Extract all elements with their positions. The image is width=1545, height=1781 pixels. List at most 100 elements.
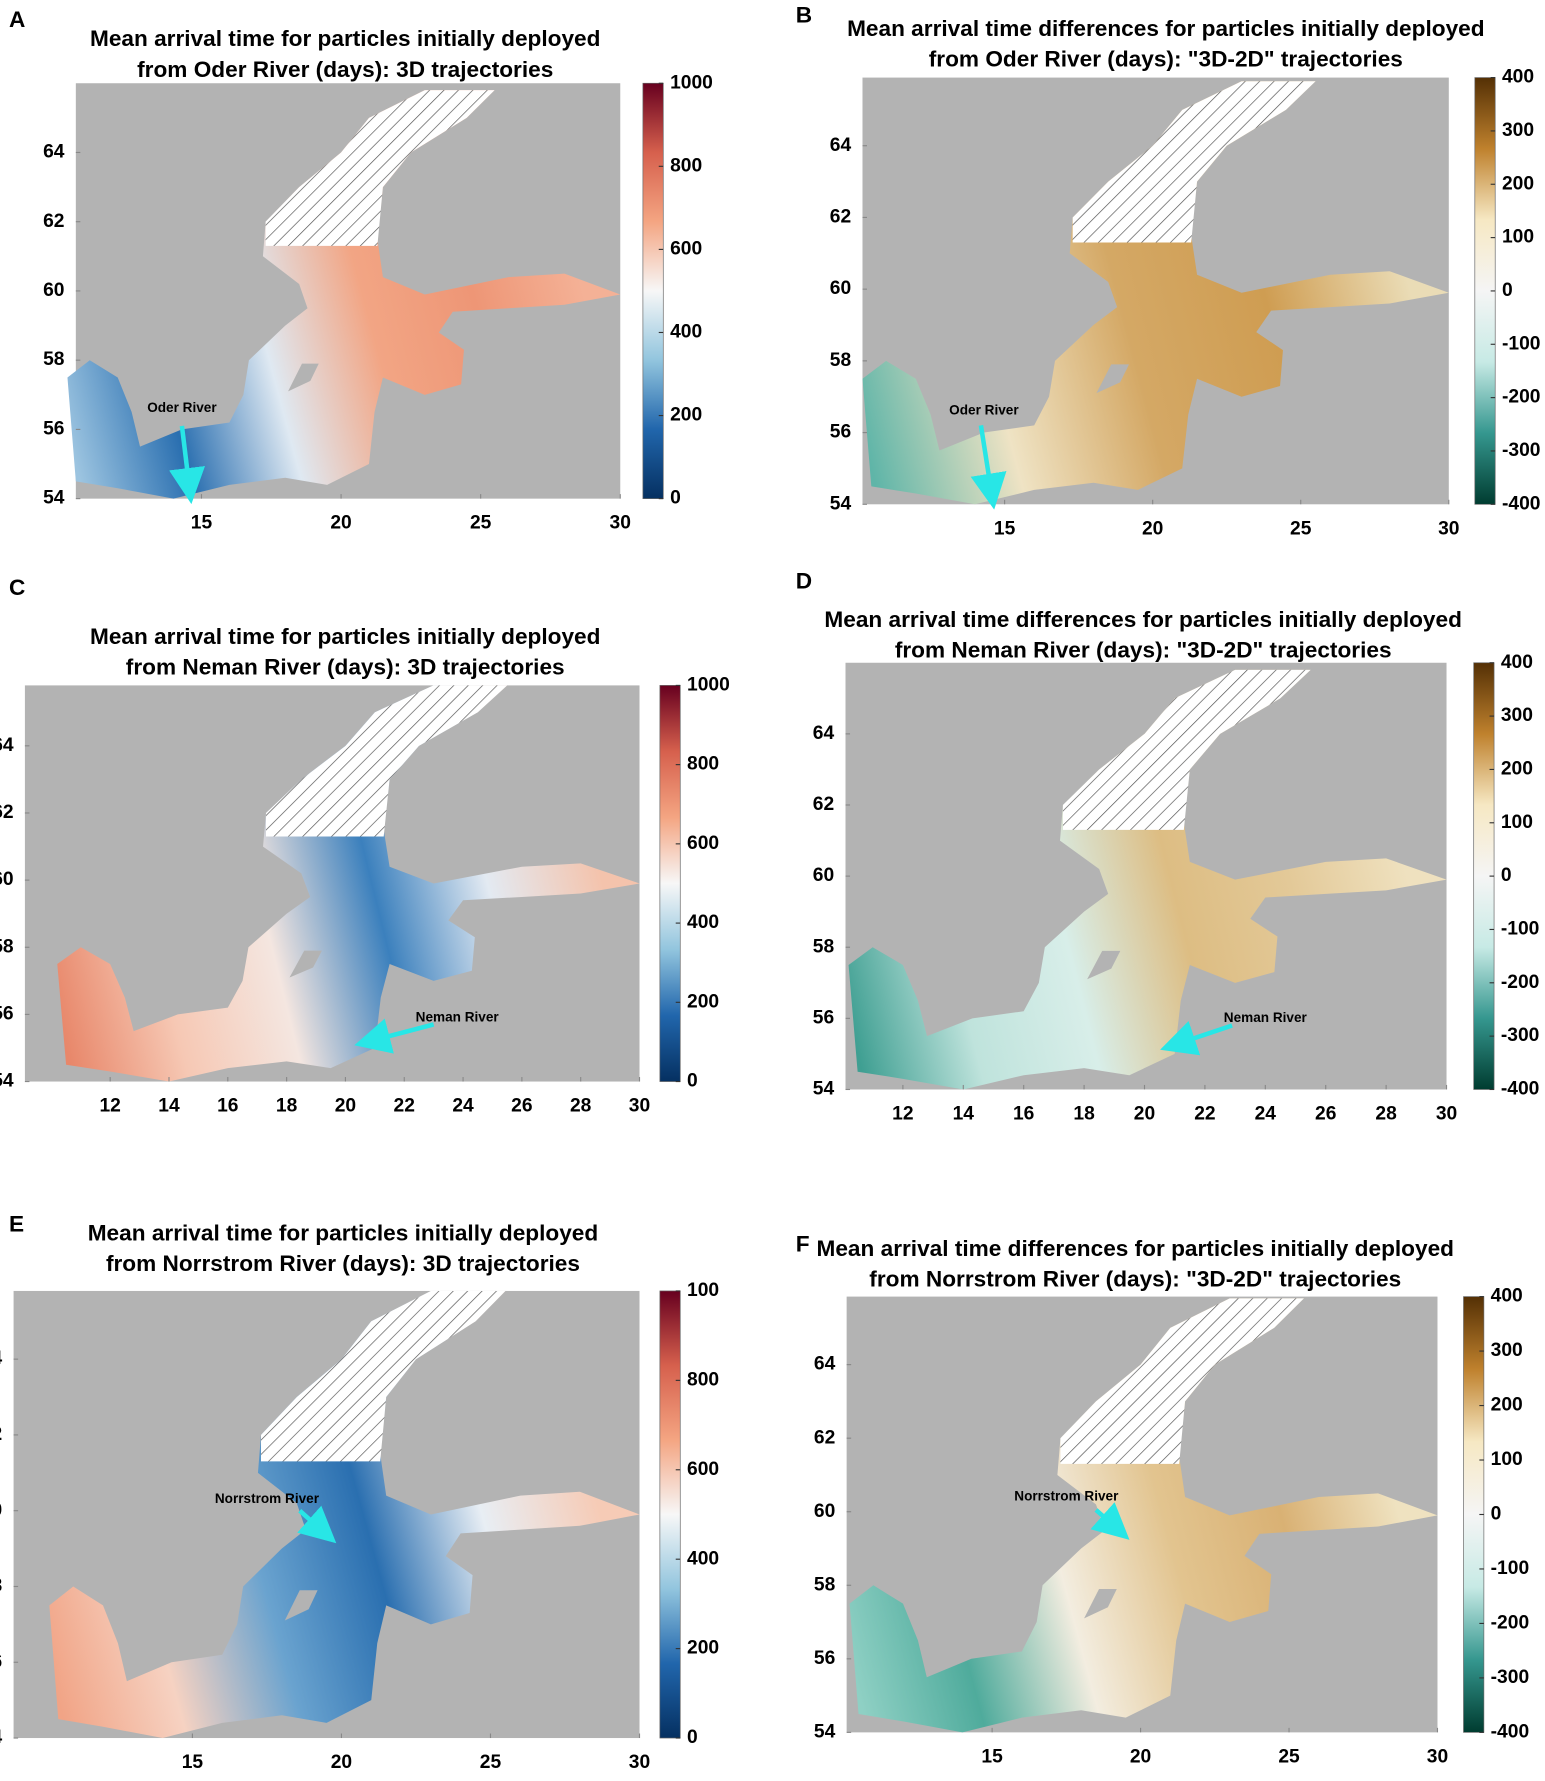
island: [1087, 950, 1121, 980]
colorbar-tick-label: 800: [687, 754, 719, 775]
colorbar-tick-label: 400: [687, 912, 719, 933]
colorbar-tick-label: -400: [1501, 1079, 1539, 1100]
y-tick-label: 58: [43, 349, 65, 370]
y-tick-label: 56: [0, 1651, 2, 1672]
colorbar-tick-label: 0: [670, 488, 681, 509]
colorbar-tick-label: -200: [1501, 972, 1539, 993]
sea-region: [57, 685, 640, 1082]
x-tick-label: 25: [480, 1752, 502, 1773]
colorbar-tick-label: 400: [670, 322, 702, 343]
x-tick-label: 24: [1255, 1103, 1277, 1124]
x-tick-label: 30: [629, 1752, 650, 1773]
x-tick-label: 26: [1315, 1103, 1336, 1124]
colorbar: [642, 82, 664, 499]
colorbar-tick-label: 1000: [687, 674, 730, 695]
colorbar-tick-label: 200: [687, 991, 719, 1012]
y-tick-label: 56: [0, 1003, 14, 1024]
panel-letter: E: [9, 1211, 24, 1236]
y-tick-label: 64: [0, 1348, 3, 1369]
colorbar-tick-label: 600: [687, 833, 719, 854]
annotation: Norrstrom River: [1014, 1489, 1119, 1504]
hatched-area: [1060, 1298, 1304, 1464]
island: [284, 1590, 318, 1621]
colorbar-tick-label: 0: [1491, 1504, 1502, 1525]
y-tick-label: 64: [43, 142, 65, 163]
x-tick-label: 20: [1130, 1746, 1151, 1767]
colorbar-tick-label: 1000: [670, 72, 713, 93]
x-tick-label: 30: [629, 1096, 650, 1117]
y-tick-label: 64: [814, 1354, 836, 1375]
y-tick-label: 60: [43, 280, 64, 301]
chart-title: Mean arrival time for particles initiall…: [90, 26, 601, 51]
y-tick-label: 56: [813, 1007, 834, 1028]
hatched-area: [1072, 81, 1316, 243]
x-tick-label: 26: [511, 1096, 532, 1117]
colorbar-tick-label: -300: [1501, 1025, 1539, 1046]
y-tick-label: 54: [830, 493, 852, 514]
panel-letter: D: [796, 568, 812, 593]
chart-title: from Oder River (days): 3D trajectories: [137, 57, 553, 82]
x-tick-label: 18: [1073, 1103, 1095, 1124]
sea-region: [848, 669, 1447, 1090]
y-tick-label: 58: [814, 1574, 836, 1595]
chart-title: from Neman River (days): 3D trajectories: [126, 654, 565, 679]
colorbar-tick-label: 400: [1502, 67, 1534, 88]
colorbar-tick-label: 300: [1491, 1340, 1523, 1361]
colorbar-tick-label: 200: [1491, 1395, 1523, 1416]
colorbar-tick-label: 0: [687, 1727, 698, 1748]
colorbar-tick-label: 300: [1501, 705, 1533, 726]
sea-region: [849, 1298, 1438, 1733]
annotation-arrow: [297, 1505, 337, 1544]
annotation-arrow: [970, 425, 1007, 510]
y-tick-label: 58: [830, 350, 852, 371]
x-tick-label: 15: [191, 513, 213, 534]
annotation: Neman River: [416, 1009, 500, 1024]
sea-region: [67, 90, 621, 499]
x-tick-label: 20: [331, 1752, 352, 1773]
chart-title: from Oder River (days): "3D-2D" trajecto…: [929, 47, 1403, 72]
hatched-area: [1062, 669, 1311, 830]
chart-title: from Norrstrom River (days): 3D trajecto…: [106, 1251, 580, 1276]
island: [1084, 1588, 1117, 1619]
x-tick-label: 25: [1290, 518, 1312, 539]
colorbar-tick-label: -100: [1491, 1558, 1530, 1579]
colorbar-tick-label: 600: [670, 238, 702, 259]
y-tick-label: 58: [0, 1576, 3, 1597]
y-tick-label: 62: [813, 794, 834, 815]
panel-letter: B: [796, 2, 812, 27]
x-tick-label: 20: [335, 1096, 356, 1117]
colorbar-tick-label: 200: [1501, 759, 1533, 780]
y-tick-label: 62: [830, 207, 851, 228]
colorbar-tick-label: 600: [687, 1459, 719, 1480]
x-tick-label: 25: [470, 513, 492, 534]
y-tick-label: 56: [830, 422, 851, 443]
x-tick-label: 14: [158, 1096, 180, 1117]
x-tick-label: 18: [276, 1096, 298, 1117]
colorbar-tick-label: -400: [1491, 1721, 1530, 1742]
x-tick-label: 30: [610, 513, 631, 534]
chart-title: Mean arrival time for particles initiall…: [88, 1220, 599, 1245]
chart-title: from Norrstrom River (days): "3D-2D" tra…: [869, 1267, 1401, 1292]
x-tick-label: 15: [981, 1746, 1003, 1767]
y-tick-label: 58: [0, 936, 14, 957]
y-tick-label: 62: [814, 1427, 835, 1448]
colorbar-tick-label: 300: [1502, 120, 1534, 141]
colorbar-tick-label: -300: [1491, 1667, 1530, 1688]
annotation: Norrstrom River: [215, 1491, 320, 1506]
colorbar-tick-label: 100: [1501, 812, 1533, 833]
x-tick-label: 22: [1194, 1103, 1215, 1124]
colorbar-tick-label: -200: [1491, 1613, 1530, 1634]
colorbar-tick-label: 400: [687, 1548, 719, 1569]
island: [288, 363, 319, 392]
x-tick-label: 22: [394, 1096, 415, 1117]
colorbar-tick-label: -200: [1502, 387, 1541, 408]
x-tick-label: 30: [1427, 1746, 1448, 1767]
island: [289, 950, 322, 978]
panel-letter: F: [796, 1232, 810, 1257]
x-tick-label: 16: [217, 1096, 238, 1117]
colorbar-tick-label: 800: [670, 155, 702, 176]
y-tick-label: 60: [814, 1501, 835, 1522]
y-tick-label: 54: [0, 1071, 14, 1092]
sea-region: [862, 81, 1449, 505]
